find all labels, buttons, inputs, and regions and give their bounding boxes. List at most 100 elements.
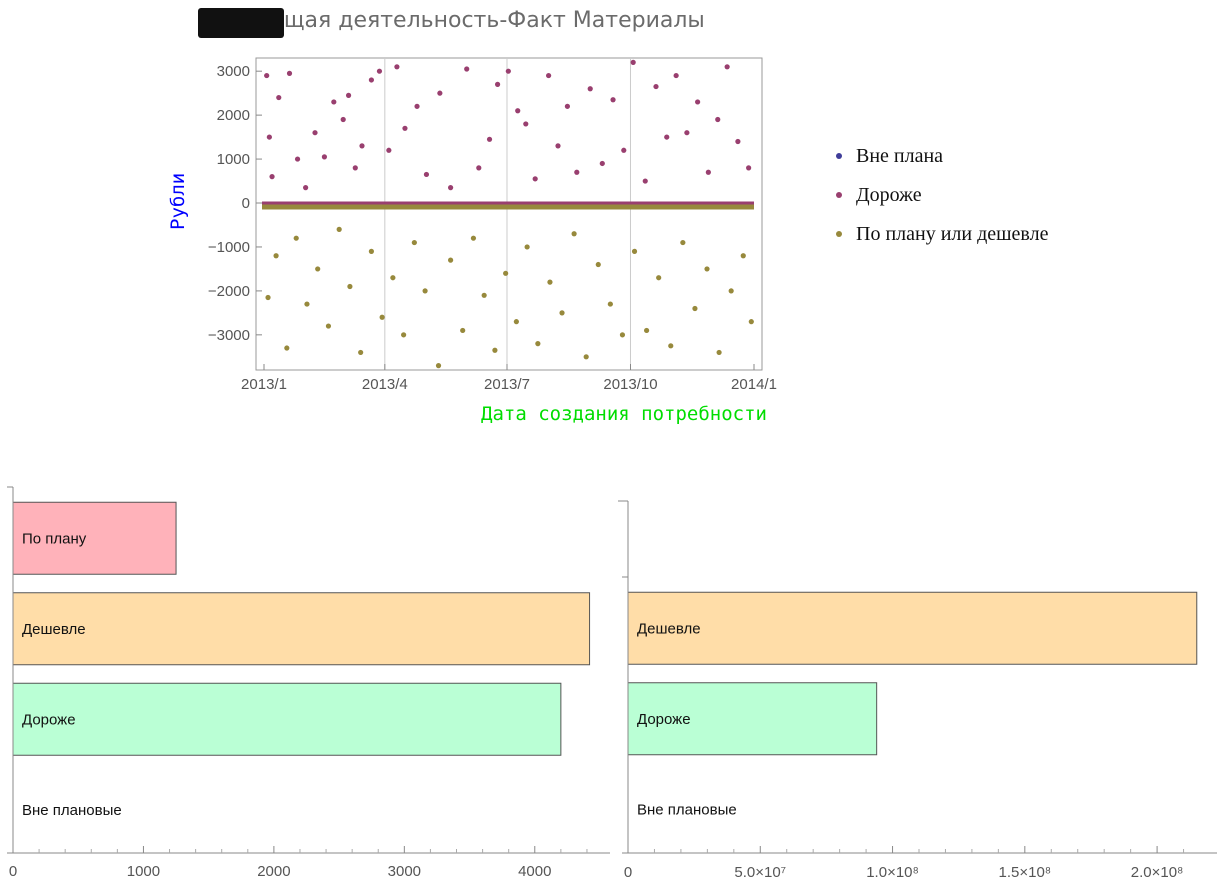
chart-title: К -Текущая деятельность-Факт Материалы xyxy=(200,8,705,33)
scatter-point xyxy=(505,68,511,74)
bar-label: Вне плановые xyxy=(637,801,737,818)
scatter-point xyxy=(494,81,501,87)
scatter-point xyxy=(571,231,577,237)
scatter-point xyxy=(599,160,605,167)
scatter-point xyxy=(513,319,519,325)
scatter-point xyxy=(564,103,570,109)
scatter-point xyxy=(358,349,364,356)
scatter-point xyxy=(715,116,721,123)
scatter-point xyxy=(345,92,352,98)
scatter-point xyxy=(746,165,752,171)
scatter-point xyxy=(653,83,659,90)
scatter-point xyxy=(555,143,561,149)
scatter-point xyxy=(411,239,417,246)
x-tick-label: 2.0×10⁸ xyxy=(1131,864,1184,881)
scatter-point xyxy=(481,292,487,298)
scatter-point xyxy=(704,266,710,272)
y-tick-label: −2000 xyxy=(208,283,250,300)
x-tick-label: 0 xyxy=(9,863,17,880)
scatter-point xyxy=(559,310,565,316)
scatter-point xyxy=(359,143,365,149)
scatter-point xyxy=(724,64,730,70)
scatter-point xyxy=(448,257,454,263)
scatter-point xyxy=(422,288,428,294)
x-tick-label: 2013/7 xyxy=(484,376,530,393)
scatter-point xyxy=(266,134,272,140)
scatter-point xyxy=(347,283,353,290)
bar-label: Дешевле xyxy=(637,620,701,637)
scatter-point xyxy=(390,275,396,281)
y-tick-label: 0 xyxy=(242,195,250,212)
bar xyxy=(627,682,878,756)
scatter-point xyxy=(547,279,553,285)
scatter-point xyxy=(740,253,746,259)
scatter-point xyxy=(293,235,299,241)
bar xyxy=(12,682,562,756)
scatter-point xyxy=(619,332,626,338)
x-tick-label: 3000 xyxy=(388,863,421,880)
scatter-point xyxy=(331,99,337,105)
scatter-point xyxy=(684,130,690,136)
scatter-point xyxy=(503,270,509,276)
scatter-point xyxy=(286,70,293,76)
scatter-point xyxy=(692,305,698,312)
scatter-point xyxy=(376,68,383,74)
x-tick-label: 1.0×10⁸ xyxy=(866,864,919,881)
bar xyxy=(12,501,177,575)
scatter-point xyxy=(273,253,279,259)
scatter-points xyxy=(264,59,754,369)
scatter-point xyxy=(435,363,442,369)
scatter-point xyxy=(269,174,275,180)
scatter-point xyxy=(532,176,538,182)
legend-marker-vne-plana xyxy=(836,153,842,159)
scatter-point xyxy=(470,235,477,241)
scatter-point xyxy=(368,248,374,254)
scatter-point xyxy=(656,275,662,281)
scatter-point xyxy=(486,136,493,142)
scatter-point xyxy=(401,332,407,338)
bar-label: Дороже xyxy=(22,711,76,728)
x-tick-label: 1.5×10⁸ xyxy=(999,864,1052,881)
scatter-point xyxy=(312,130,318,136)
scatter-point xyxy=(379,314,385,320)
bar xyxy=(12,592,591,666)
scatter-point xyxy=(523,121,529,127)
scatter-point xyxy=(595,261,601,268)
scatter-point xyxy=(587,86,593,92)
scatter-point xyxy=(264,72,270,79)
scatter-point xyxy=(303,185,309,191)
x-tick-label: 0 xyxy=(624,864,632,881)
y-axis-ticks: 3000 2000 1000 0 −1000 −2000 −3000 xyxy=(208,63,262,344)
scatter-point xyxy=(284,345,290,351)
scatter-point xyxy=(735,138,741,145)
scatter-point xyxy=(515,108,521,114)
x-tick-label: 2000 xyxy=(257,863,290,880)
scatter-point xyxy=(265,294,271,301)
scatter-point xyxy=(680,239,686,246)
x-tick-label: 2013/4 xyxy=(362,376,408,393)
scatter-point xyxy=(304,301,310,307)
bar-label: Вне плановые xyxy=(22,802,122,819)
scatter-point xyxy=(276,94,282,101)
bar-label: Дешевле xyxy=(22,621,86,638)
x-tick-label: 4000 xyxy=(518,863,551,880)
x-axis-label: Дата создания потребности xyxy=(481,403,767,425)
y-tick-label: −3000 xyxy=(208,327,250,344)
scatter-point xyxy=(315,266,321,272)
scatter-point xyxy=(546,72,552,79)
y-tick-label: 1000 xyxy=(217,151,250,168)
scatter-point xyxy=(642,178,648,184)
scatter-point xyxy=(386,147,392,153)
legend-label-dorozhe: Дороже xyxy=(856,184,922,206)
scatter-point xyxy=(610,97,616,103)
bar-label: Дороже xyxy=(637,711,691,728)
scatter-point xyxy=(437,90,443,96)
scatter-point xyxy=(423,171,430,178)
scatter-point xyxy=(716,349,722,356)
scatter-point xyxy=(621,147,627,153)
scatter-point xyxy=(340,116,346,123)
scatter-point xyxy=(492,347,498,353)
x-tick-label: 2013/10 xyxy=(603,376,657,393)
scatter-point xyxy=(336,226,342,232)
x-tick-label: 2014/1 xyxy=(731,376,777,393)
